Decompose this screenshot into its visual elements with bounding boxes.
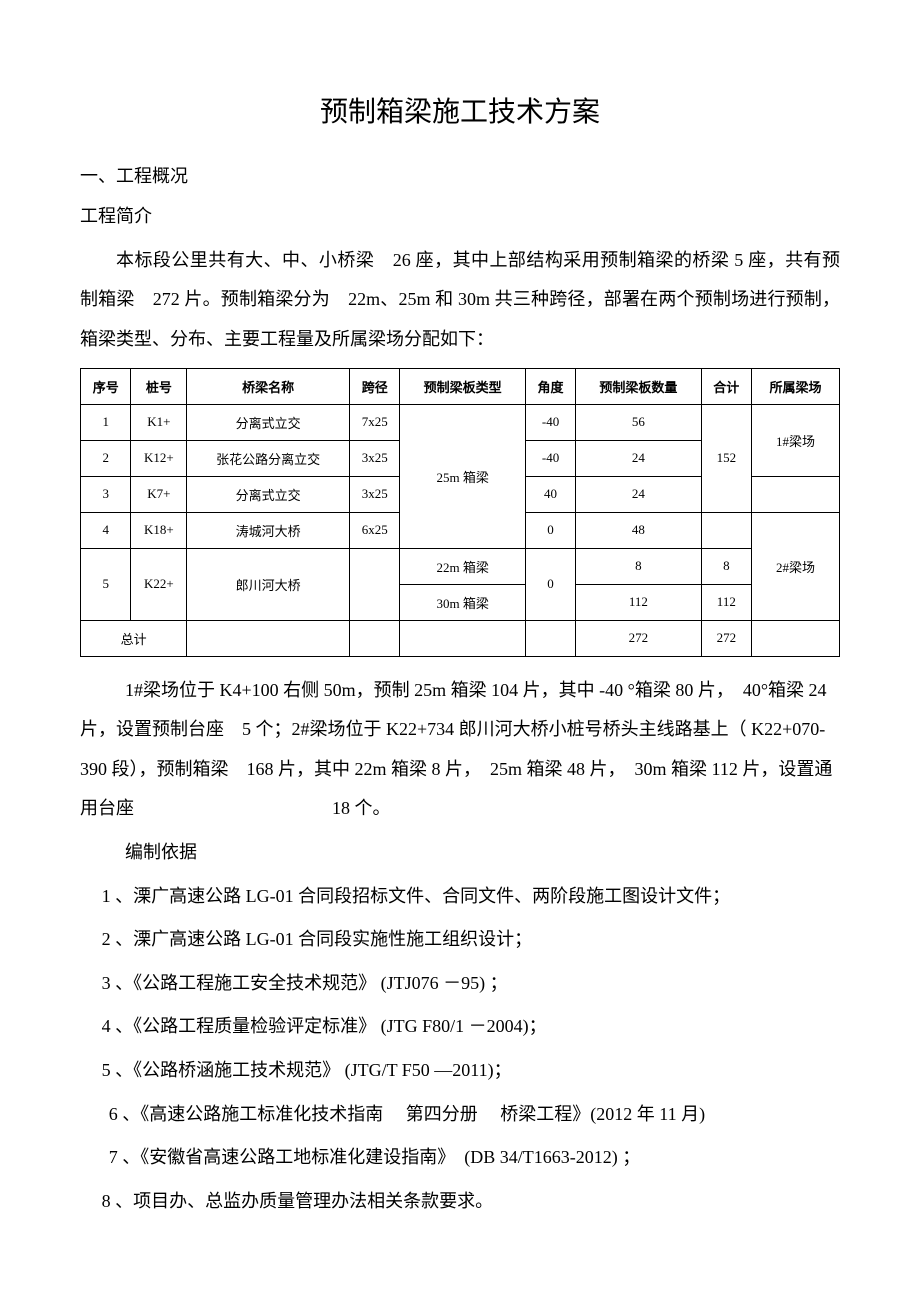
cell: K7+ bbox=[131, 476, 187, 512]
paragraph-intro: 本标段公里共有大、中、小桥梁 26 座，其中上部结构采用预制箱梁的桥梁 5 座，… bbox=[80, 241, 840, 360]
cell bbox=[752, 620, 840, 656]
cell: 3x25 bbox=[350, 440, 400, 476]
th-stake: 桩号 bbox=[131, 368, 187, 404]
cell: 郎川河大桥 bbox=[187, 548, 350, 620]
cell: 24 bbox=[576, 440, 701, 476]
cell bbox=[350, 620, 400, 656]
heading-intro: 工程简介 bbox=[80, 200, 840, 232]
heading-overview: 一、工程概况 bbox=[80, 160, 840, 192]
cell-yard1: 1#梁场 bbox=[752, 404, 840, 476]
table-row: 5 K22+ 郎川河大桥 22m 箱梁 0 8 8 bbox=[81, 548, 840, 584]
cell: 40 bbox=[525, 476, 575, 512]
cell: 112 bbox=[576, 584, 701, 620]
th-sum: 合计 bbox=[701, 368, 751, 404]
basis-item-4: 4 、《公路工程质量检验评定标准》 (JTG F80/1 －2004)； bbox=[80, 1007, 840, 1047]
cell: 0 bbox=[525, 548, 575, 620]
cell: 8 bbox=[701, 548, 751, 584]
cell: K22+ bbox=[131, 548, 187, 620]
beam-distribution-table: 序号 桩号 桥梁名称 跨径 预制梁板类型 角度 预制梁板数量 合计 所属梁场 1… bbox=[80, 368, 840, 657]
basis-item-7: 7 、《安徽省高速公路工地标准化建设指南》 (DB 34/T1663-2012)… bbox=[80, 1138, 840, 1178]
th-beam-type: 预制梁板类型 bbox=[400, 368, 525, 404]
document-title: 预制箱梁施工技术方案 bbox=[80, 90, 840, 130]
cell: 56 bbox=[576, 404, 701, 440]
cell: 6x25 bbox=[350, 512, 400, 548]
basis-item-2: 2 、溧广高速公路 LG-01 合同段实施性施工组织设计； bbox=[80, 920, 840, 960]
cell bbox=[187, 620, 350, 656]
cell-total-sum: 272 bbox=[701, 620, 751, 656]
table-total-row: 总计 272 272 bbox=[81, 620, 840, 656]
cell-yard-empty bbox=[752, 476, 840, 512]
cell: K18+ bbox=[131, 512, 187, 548]
th-qty: 预制梁板数量 bbox=[576, 368, 701, 404]
cell: 3x25 bbox=[350, 476, 400, 512]
cell: 5 bbox=[81, 548, 131, 620]
cell-type-25: 25m 箱梁 bbox=[400, 404, 525, 548]
th-bridge-name: 桥梁名称 bbox=[187, 368, 350, 404]
cell: -40 bbox=[525, 404, 575, 440]
table-row: 1 K1+ 分离式立交 7x25 25m 箱梁 -40 56 152 1#梁场 bbox=[81, 404, 840, 440]
cell-type-30: 30m 箱梁 bbox=[400, 584, 525, 620]
cell: 48 bbox=[576, 512, 701, 548]
cell-sum-empty bbox=[701, 512, 751, 548]
cell: 2 bbox=[81, 440, 131, 476]
cell: 112 bbox=[701, 584, 751, 620]
th-seq: 序号 bbox=[81, 368, 131, 404]
cell: 3 bbox=[81, 476, 131, 512]
th-span: 跨径 bbox=[350, 368, 400, 404]
cell: 0 bbox=[525, 512, 575, 548]
cell: 4 bbox=[81, 512, 131, 548]
cell: K1+ bbox=[131, 404, 187, 440]
cell-sum-152: 152 bbox=[701, 404, 751, 512]
cell: 24 bbox=[576, 476, 701, 512]
cell bbox=[525, 620, 575, 656]
heading-basis: 编制依据 bbox=[80, 833, 840, 873]
th-yard: 所属梁场 bbox=[752, 368, 840, 404]
paragraph-yard-detail: 1#梁场位于 K4+100 右侧 50m，预制 25m 箱梁 104 片，其中 … bbox=[80, 671, 840, 829]
paragraph-yard-detail-text: 1#梁场位于 K4+100 右侧 50m，预制 25m 箱梁 104 片，其中 … bbox=[80, 671, 840, 829]
cell-total-qty: 272 bbox=[576, 620, 701, 656]
cell: 1 bbox=[81, 404, 131, 440]
cell: 7x25 bbox=[350, 404, 400, 440]
cell: 分离式立交 bbox=[187, 476, 350, 512]
cell-yard2: 2#梁场 bbox=[752, 512, 840, 620]
basis-item-8: 8 、项目办、总监办质量管理办法相关条款要求。 bbox=[80, 1182, 840, 1222]
basis-item-5: 5 、《公路桥涵施工技术规范》 (JTG/T F50 —2011)； bbox=[80, 1051, 840, 1091]
cell: 涛城河大桥 bbox=[187, 512, 350, 548]
basis-item-3: 3 、《公路工程施工安全技术规范》 (JTJ076 －95) ； bbox=[80, 964, 840, 1004]
th-angle: 角度 bbox=[525, 368, 575, 404]
table-header-row: 序号 桩号 桥梁名称 跨径 预制梁板类型 角度 预制梁板数量 合计 所属梁场 bbox=[81, 368, 840, 404]
cell: 分离式立交 bbox=[187, 404, 350, 440]
cell: -40 bbox=[525, 440, 575, 476]
basis-item-6: 6 、《高速公路施工标准化技术指南 第四分册 桥梁工程》(2012 年 11 月… bbox=[80, 1095, 840, 1135]
cell: K12+ bbox=[131, 440, 187, 476]
cell-type-22: 22m 箱梁 bbox=[400, 548, 525, 584]
cell bbox=[350, 548, 400, 620]
cell: 张花公路分离立交 bbox=[187, 440, 350, 476]
cell: 8 bbox=[576, 548, 701, 584]
cell bbox=[400, 620, 525, 656]
cell-total-label: 总计 bbox=[81, 620, 187, 656]
basis-item-1: 1 、溧广高速公路 LG-01 合同段招标文件、合同文件、两阶段施工图设计文件； bbox=[80, 877, 840, 917]
